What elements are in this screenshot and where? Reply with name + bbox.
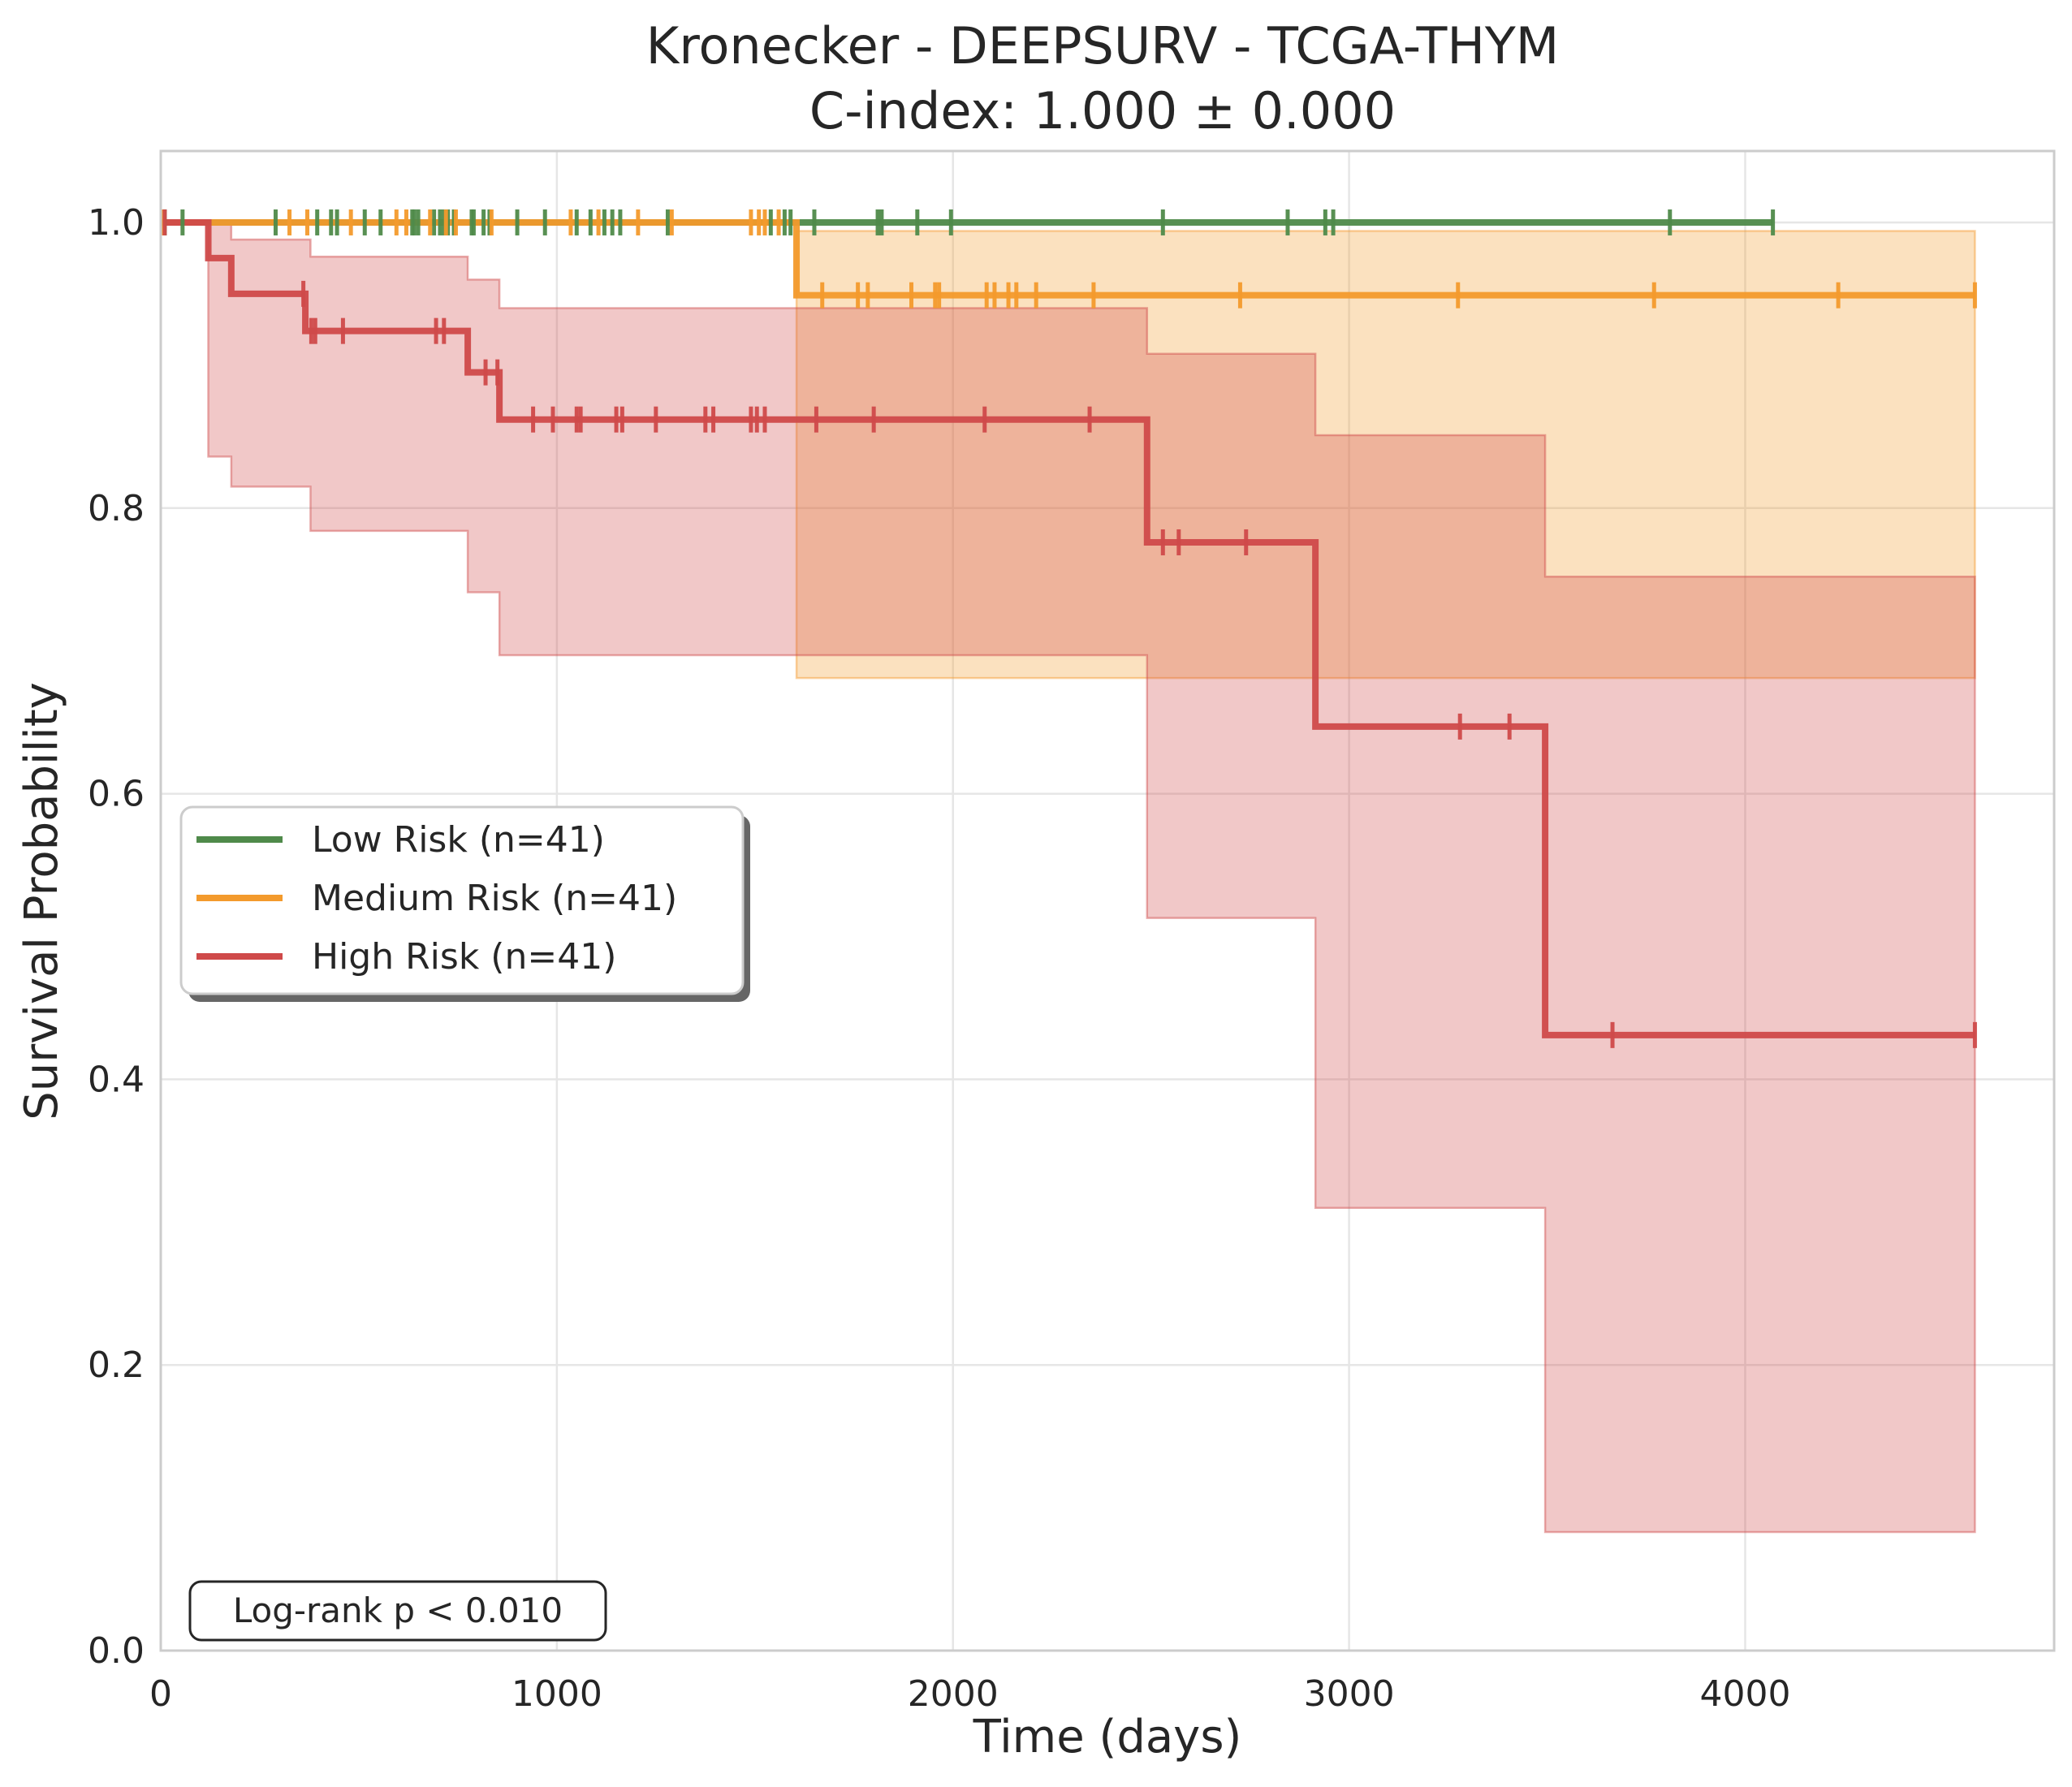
legend-box bbox=[179, 805, 745, 995]
y-tick-label: 0.6 bbox=[88, 774, 145, 815]
medium-risk-legend-label: Medium Risk (n=41) bbox=[312, 878, 677, 919]
x-tick-label: 0 bbox=[149, 1673, 172, 1715]
y-tick-label: 0.8 bbox=[88, 488, 145, 529]
plot-frame bbox=[159, 149, 2056, 1652]
y-tick-label: 1.0 bbox=[88, 202, 145, 244]
x-tick-label: 4000 bbox=[1699, 1673, 1790, 1715]
medium-risk-ci-band bbox=[795, 230, 1976, 680]
censor-marks bbox=[160, 209, 1977, 1048]
axis-ticks: 0 1000 2000 3000 4000 0.0 0.2 0.4 0.6 0.8 1.0 bbox=[88, 202, 1790, 1715]
high-risk-ci-band bbox=[161, 221, 1976, 1534]
low-risk-legend-label: Low Risk (n=41) bbox=[312, 819, 605, 861]
x-tick-label: 3000 bbox=[1304, 1673, 1395, 1715]
y-axis-label: Survival Probability bbox=[15, 682, 68, 1120]
chart-title-line1: Kronecker - DEEPSURV - TCGA-THYM bbox=[646, 16, 1560, 76]
y-tick-label: 0.4 bbox=[88, 1059, 145, 1100]
x-tick-label: 2000 bbox=[908, 1673, 999, 1715]
y-tick-label: 0.0 bbox=[88, 1630, 145, 1672]
high-risk-legend-label: High Risk (n=41) bbox=[312, 936, 616, 978]
y-tick-label: 0.2 bbox=[88, 1345, 145, 1386]
legend-items: Low Risk (n=41) Medium Risk (n=41) High Ri… bbox=[196, 819, 677, 978]
chart-title-line2: C-index: 1.000 ± 0.000 bbox=[809, 81, 1396, 140]
annotation-box bbox=[188, 1580, 607, 1642]
confidence-bands bbox=[161, 221, 1976, 1534]
x-axis-label: Time (days) bbox=[973, 1711, 1242, 1763]
medium-risk-curve bbox=[161, 218, 1975, 299]
annotation-text: Log-rank p < 0.010 bbox=[233, 1591, 563, 1630]
legend: Low Risk (n=41) Medium Risk (n=41) High Ri… bbox=[179, 805, 750, 1002]
x-tick-label: 1000 bbox=[512, 1673, 602, 1715]
log-rank-annotation: Log-rank p < 0.010 bbox=[188, 1580, 607, 1642]
